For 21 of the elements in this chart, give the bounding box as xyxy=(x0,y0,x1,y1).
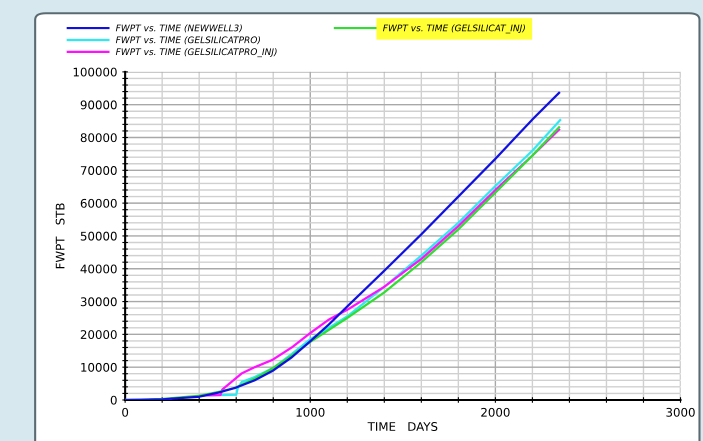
x-tick-label: 2000 xyxy=(481,408,510,417)
x-tick-label: 3000 xyxy=(666,408,695,417)
y-tick-label: 50000 xyxy=(80,232,117,241)
y-tick-label: 90000 xyxy=(80,100,117,110)
y-tick-label: 20000 xyxy=(80,330,117,340)
legend-label: FWPT vs. TIME (GELSILICAT_INJ) xyxy=(383,24,525,34)
y-tick-label: 40000 xyxy=(80,264,117,274)
y-tick-label: 30000 xyxy=(80,297,117,306)
y-tick-label: 0 xyxy=(110,396,117,405)
y-tick-label: 80000 xyxy=(80,133,117,142)
y-axis-title: FWPT STB xyxy=(56,203,65,268)
y-tick-label: 100000 xyxy=(74,68,117,77)
legend-label: FWPT vs. TIME (NEWWELL3) xyxy=(116,24,242,32)
y-tick-label: 70000 xyxy=(80,166,117,175)
x-tick-label: 1000 xyxy=(296,408,324,417)
y-tick-label: 10000 xyxy=(81,362,117,372)
y-tick-label: 60000 xyxy=(80,198,117,208)
x-axis-title: TIME DAYS xyxy=(368,422,438,431)
x-tick-label: 0 xyxy=(122,408,128,417)
legend-label: FWPT vs. TIME (GELSILICATPRO) xyxy=(116,36,260,44)
legend-label: FWPT vs. TIME (GELSILICATPRO_INJ) xyxy=(116,48,277,58)
